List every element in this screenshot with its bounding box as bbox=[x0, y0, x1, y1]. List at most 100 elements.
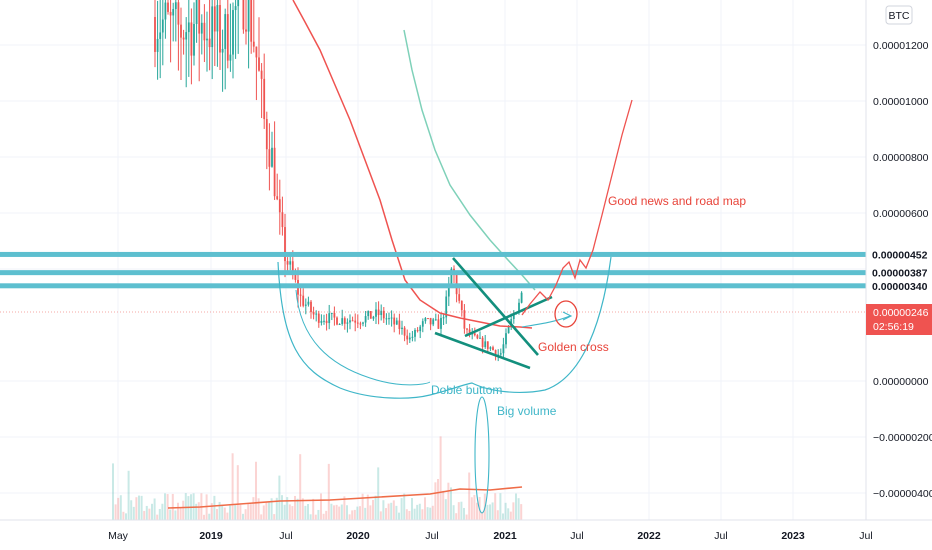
x-tick-label-2: Jul bbox=[279, 530, 292, 542]
volume-bar bbox=[218, 501, 221, 520]
volume-bar bbox=[369, 505, 372, 520]
volume-bar bbox=[382, 500, 385, 520]
volume-bar bbox=[223, 507, 226, 520]
candle-body bbox=[281, 212, 284, 228]
candle-body bbox=[252, 41, 255, 47]
volume-bar bbox=[174, 510, 177, 520]
level-label-bg-1 bbox=[867, 264, 932, 281]
candle-body bbox=[167, 2, 169, 12]
volume-bar bbox=[364, 507, 367, 520]
volume-bar bbox=[140, 495, 143, 520]
candle-body bbox=[271, 147, 273, 167]
candle-body bbox=[419, 326, 422, 332]
candle-body bbox=[427, 318, 429, 320]
candle-body bbox=[286, 261, 289, 265]
volume-bar bbox=[117, 497, 120, 520]
volume-bar bbox=[216, 508, 218, 520]
candle-body bbox=[291, 261, 294, 275]
drawings bbox=[0, 99, 866, 514]
volume-bar bbox=[166, 494, 169, 520]
volume-bar bbox=[418, 503, 421, 520]
volume-bar bbox=[413, 508, 416, 520]
volume-bar bbox=[356, 506, 359, 520]
candle-body bbox=[479, 337, 481, 339]
candle-body bbox=[341, 318, 344, 324]
last-price-tag bbox=[866, 304, 932, 335]
candle-body bbox=[174, 2, 177, 10]
volume-bar bbox=[348, 514, 351, 520]
candle-body bbox=[445, 296, 448, 318]
candle-body bbox=[312, 312, 315, 315]
volume-bar bbox=[403, 493, 406, 520]
volume-bar bbox=[385, 508, 387, 520]
candle-body bbox=[484, 341, 487, 348]
level-band-0 bbox=[0, 251, 866, 257]
candle-body bbox=[369, 311, 372, 319]
candle-body bbox=[323, 320, 325, 322]
candle-body bbox=[333, 312, 336, 318]
volume-bar bbox=[416, 504, 419, 520]
candle-body bbox=[320, 320, 323, 323]
volume-bar bbox=[307, 504, 309, 520]
candle-body bbox=[190, 22, 193, 56]
y-tick-label-3: 0.00000600 bbox=[873, 208, 929, 220]
volume-bar bbox=[169, 509, 172, 520]
volume-bar bbox=[244, 509, 247, 520]
volume-bar bbox=[359, 506, 361, 520]
volume-bar bbox=[299, 454, 302, 520]
volume-bar bbox=[138, 495, 140, 520]
volume-bar bbox=[439, 436, 442, 520]
volume-bar bbox=[122, 511, 125, 520]
candle-body bbox=[161, 19, 164, 33]
volume-bar bbox=[408, 510, 411, 520]
candle-body bbox=[367, 311, 370, 317]
candle-body bbox=[401, 327, 403, 329]
candle-body bbox=[268, 149, 271, 167]
y-tick-label-2: 0.00000800 bbox=[873, 152, 929, 164]
volume-bar bbox=[424, 497, 426, 520]
volume-bar bbox=[387, 503, 390, 520]
candle-body bbox=[185, 32, 188, 40]
y-tick-label-1: 0.00001000 bbox=[873, 96, 929, 108]
candle-body bbox=[237, 0, 240, 7]
candle-body bbox=[364, 316, 367, 323]
volume-bar bbox=[255, 461, 257, 520]
level-label-2: 0.00000340 bbox=[872, 281, 928, 293]
candle-body bbox=[390, 317, 393, 319]
annotation-2: Doble buttom bbox=[431, 383, 502, 397]
level-label-bg-2 bbox=[867, 277, 932, 294]
volume-ma bbox=[167, 486, 523, 509]
volume-bar bbox=[327, 463, 330, 520]
candle-body bbox=[159, 32, 162, 39]
volume-bar bbox=[473, 494, 476, 520]
candle-body bbox=[245, 29, 247, 32]
volume-bar bbox=[509, 511, 512, 520]
currency-badge: BTC bbox=[889, 10, 910, 22]
volume-bar bbox=[296, 498, 299, 520]
x-tick-label-8: Jul bbox=[714, 530, 727, 542]
volume-bar bbox=[151, 503, 153, 520]
volume-bar bbox=[252, 497, 255, 520]
candle-body bbox=[198, 0, 201, 34]
volume-bar bbox=[489, 504, 491, 520]
candle-body bbox=[169, 11, 172, 16]
volume-bar bbox=[171, 493, 174, 520]
candle-body bbox=[473, 333, 476, 336]
breakout-line bbox=[464, 295, 553, 338]
volume-bar bbox=[442, 490, 445, 520]
volume-bar bbox=[421, 509, 424, 520]
volume-bar bbox=[515, 493, 517, 520]
volume-bar bbox=[112, 463, 114, 520]
volume-bar bbox=[405, 509, 408, 520]
candle-body bbox=[211, 6, 214, 48]
candle-body bbox=[310, 301, 312, 313]
candle-body bbox=[343, 318, 346, 324]
volume-bar bbox=[286, 497, 289, 520]
candle-body bbox=[450, 268, 453, 287]
volume-bar bbox=[268, 502, 270, 520]
candle-body bbox=[187, 22, 190, 33]
candle-body bbox=[328, 313, 331, 324]
volume-bar bbox=[270, 498, 273, 520]
